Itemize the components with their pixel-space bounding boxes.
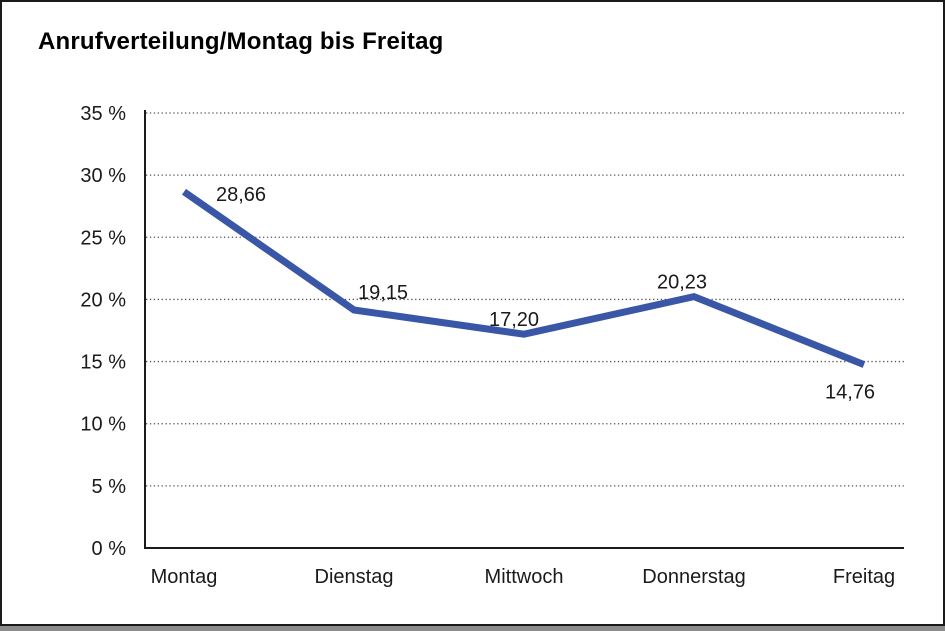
data-series-line	[182, 188, 866, 368]
y-axis-label: 10 %	[80, 414, 126, 436]
x-axis-label: Freitag	[833, 566, 895, 588]
y-axis-label: 0 %	[92, 538, 127, 560]
y-axis-label: 15 %	[80, 352, 126, 374]
data-point-label: 14,76	[825, 382, 875, 404]
y-axis-label: 35 %	[80, 103, 126, 125]
y-axis-label: 20 %	[80, 289, 126, 311]
frame-bottom-shadow	[0, 626, 945, 631]
data-point-label: 20,23	[657, 272, 707, 294]
data-point-label: 19,15	[358, 282, 408, 304]
y-axis-label: 30 %	[80, 165, 126, 187]
x-axis-label: Donnerstag	[642, 566, 745, 588]
x-axis-label: Montag	[151, 566, 218, 588]
chart-title: Anrufverteilung/Montag bis Freitag	[38, 28, 444, 55]
data-point-label: 17,20	[489, 309, 539, 331]
y-axis-label: 25 %	[80, 227, 126, 249]
x-axis-label: Mittwoch	[485, 566, 564, 588]
data-point-label: 28,66	[216, 184, 266, 206]
y-axis-label: 5 %	[92, 476, 127, 498]
x-axis-label: Dienstag	[315, 566, 394, 588]
